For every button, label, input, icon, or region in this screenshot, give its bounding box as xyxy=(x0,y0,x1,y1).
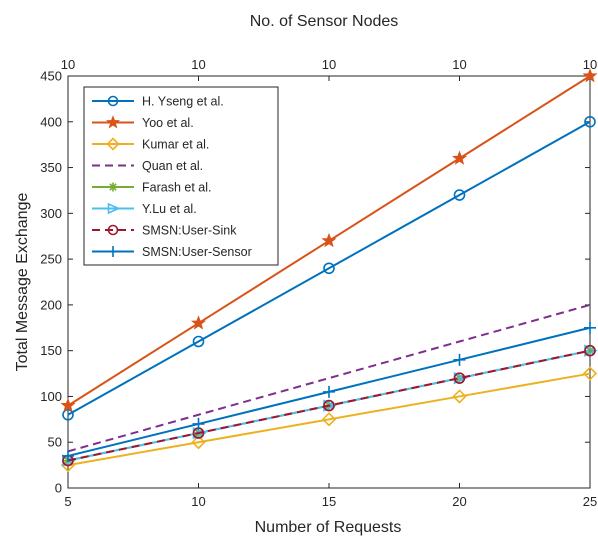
data-point xyxy=(62,449,74,462)
data-point xyxy=(107,202,121,215)
legend-item: Yoo et al. xyxy=(92,115,194,130)
legend-label: Kumar et al. xyxy=(142,138,209,152)
data-point xyxy=(192,417,205,430)
data-point xyxy=(323,385,335,398)
data-point xyxy=(107,246,119,257)
data-point xyxy=(585,345,595,356)
series-line xyxy=(67,349,591,462)
x-tick-label: 15 xyxy=(322,494,336,509)
data-point xyxy=(321,412,337,427)
legend-item: Quan et al. xyxy=(92,159,203,173)
legend-box xyxy=(83,86,279,266)
legend-item: Y.Lu et al. xyxy=(92,202,197,216)
data-point xyxy=(62,408,74,421)
legend-item: SMSN:User-Sink xyxy=(92,224,237,238)
data-point xyxy=(323,399,335,412)
data-point xyxy=(105,115,121,129)
x-tick-label: 5 xyxy=(64,494,71,509)
legend-label: SMSN:User-Sensor xyxy=(142,245,252,259)
legend-item: H. Yseng et al. xyxy=(92,95,224,109)
y-tick-label: 300 xyxy=(40,206,62,221)
data-point xyxy=(453,189,466,201)
data-point xyxy=(582,366,598,381)
top-tick-label: 10 xyxy=(452,57,466,72)
top-tick-label: 10 xyxy=(191,57,205,72)
y-tick-label: 150 xyxy=(40,343,62,358)
series-line xyxy=(67,120,591,416)
y-tick-label: 50 xyxy=(48,435,62,450)
series-layer xyxy=(60,68,598,473)
data-point xyxy=(107,95,119,107)
data-point xyxy=(584,321,596,334)
legend-label: Farash et al. xyxy=(142,181,211,195)
data-point xyxy=(582,68,598,83)
y-tick-label: 350 xyxy=(40,160,62,175)
legend-label: Quan et al. xyxy=(142,159,203,173)
y-tick-label: 450 xyxy=(40,69,62,84)
top-tick-label: 10 xyxy=(61,57,75,72)
legend-item: Farash et al. xyxy=(92,181,211,195)
legend-item: Kumar et al. xyxy=(92,137,209,152)
series-h-yseng-et-al xyxy=(62,115,596,421)
series-kumar-et-al xyxy=(60,366,598,473)
legend-label: Yoo et al. xyxy=(142,116,194,130)
data-point xyxy=(321,232,337,248)
data-point xyxy=(452,389,467,404)
legend-item: SMSN:User-Sensor xyxy=(92,245,252,259)
y-tick-label: 200 xyxy=(40,297,62,312)
data-point xyxy=(192,335,205,348)
x-tick-label: 10 xyxy=(191,494,205,509)
y-tick-label: 100 xyxy=(40,389,62,404)
x-tick-label: 25 xyxy=(583,494,597,509)
data-point xyxy=(191,435,206,450)
data-point xyxy=(453,353,466,366)
y-tick-label: 0 xyxy=(55,481,62,496)
series-smsn-user-sensor xyxy=(62,321,596,462)
y-tick-label: 250 xyxy=(40,252,62,267)
legend-label: SMSN:User-Sink xyxy=(142,224,237,238)
data-point xyxy=(60,397,76,413)
data-point xyxy=(107,224,119,236)
legend-label: H. Yseng et al. xyxy=(142,95,224,109)
x-axis-label: Number of Requests xyxy=(255,519,402,536)
legend-label: Y.Lu et al. xyxy=(142,202,197,216)
data-point xyxy=(108,182,118,192)
data-point xyxy=(451,150,468,165)
series-yoo-et-al xyxy=(60,68,598,413)
top-tick-label: 10 xyxy=(322,57,336,72)
top-tick-label: 10 xyxy=(583,57,597,72)
data-point xyxy=(106,137,120,151)
legend: H. Yseng et al. Yoo et al. Kumar et al. Qua… xyxy=(83,86,279,266)
x-tick-label: 20 xyxy=(452,494,466,509)
y-tick-label: 400 xyxy=(40,114,62,129)
series-line xyxy=(67,372,591,467)
y-axis-label: Total Message Exchange xyxy=(14,193,31,372)
data-point xyxy=(584,115,596,128)
data-point xyxy=(584,344,596,357)
data-point xyxy=(323,262,335,275)
data-point xyxy=(190,315,207,330)
data-point xyxy=(453,372,466,384)
chart-title: No. of Sensor Nodes xyxy=(250,13,399,30)
